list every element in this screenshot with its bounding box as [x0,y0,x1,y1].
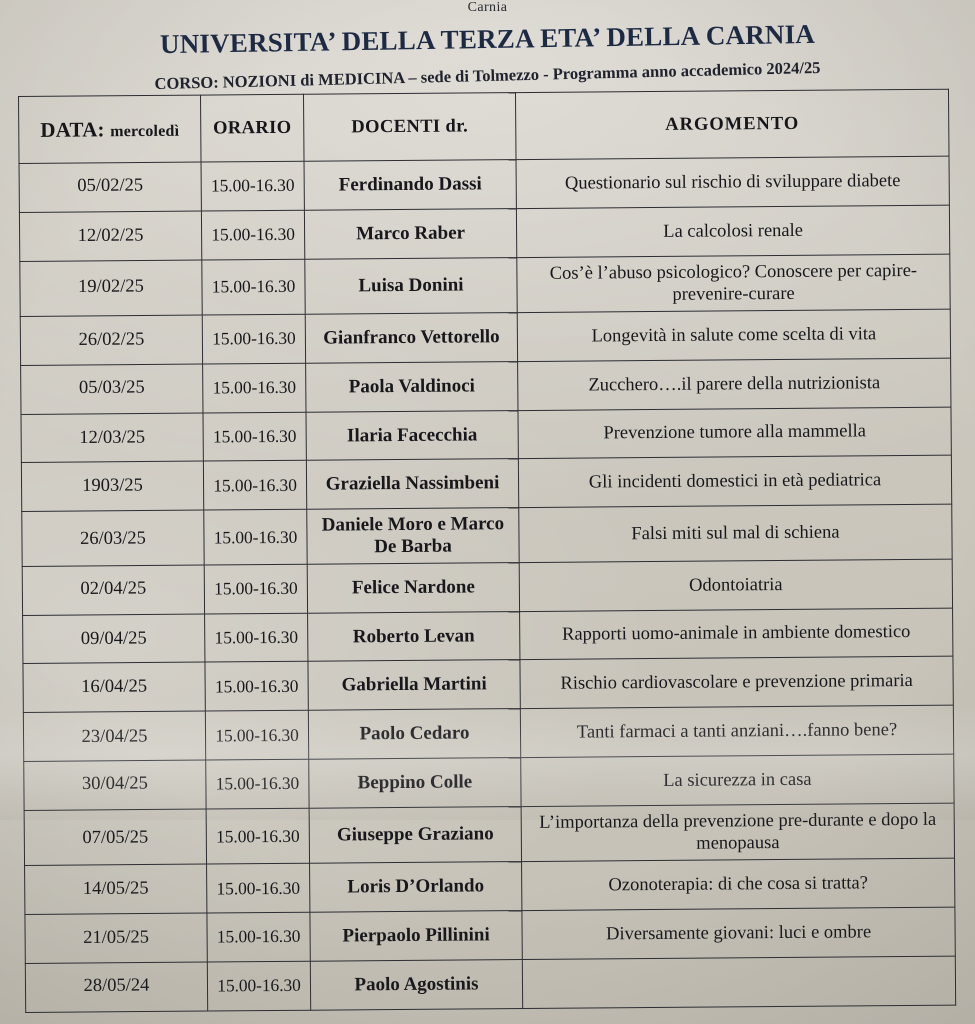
cell-topic: Questionario sul rischio di sviluppare d… [516,156,950,209]
cell-teacher: Paolo Agostinis [310,959,523,1010]
cell-time: 15.00-16.30 [203,509,308,565]
cell-topic: Rischio cardiovascolare e prevenzione pr… [519,656,954,709]
cell-date: 19/02/25 [19,259,203,316]
cell-teacher: Gabriella Martini [307,660,521,711]
table-row: 26/03/25 15.00-16.30 Daniele Moro e Marco … [21,504,953,567]
header-row: DATA: mercoledì ORARIO DOCENTI dr. ARGOM… [18,89,950,164]
table-row: 19/02/25 15.00-16.30 Luisa Donini Cos’è l’a… [19,253,951,317]
column-header-docenti: DOCENTI dr. [303,92,517,162]
cell-topic: Cos’è l’abuso psicologico? Conoscere per… [516,253,951,313]
cell-teacher: Felice Nardone [307,562,520,613]
cell-teacher: Ilaria Facecchia [305,410,519,461]
cell-topic: Falsi miti sul mal di schiena [518,504,953,563]
table-row: 12/02/25 15.00-16.30 Marco Raber La calcolo… [19,204,950,262]
cell-time: 15.00-16.30 [202,314,306,364]
cell-topic: Prevenzione tumore alla mammella [517,406,952,459]
cell-date: 30/04/25 [23,759,207,810]
cell-topic: Tanti farmaci a tanti anziani….fanno ben… [520,705,954,758]
cell-time: 15.00-16.30 [205,759,310,809]
table-row: 28/05/24 15.00-16.30 Paolo Agostinis [25,955,956,1012]
cell-time: 15.00-16.30 [201,161,305,211]
table-row: 21/05/25 15.00-16.30 Pierpaolo Pillinini Di… [24,907,956,964]
cell-time: 15.00-16.30 [205,710,309,761]
schedule-table: DATA: mercoledì ORARIO DOCENTI dr. ARGOM… [18,89,956,1013]
cell-teacher: Paolo Cedaro [308,708,521,760]
table-row: 14/05/25 15.00-16.30 Loris D’Orlando Ozonot… [24,858,955,914]
cell-time: 15.00-16.30 [206,808,310,865]
cell-time: 15.00-16.30 [206,912,311,962]
cell-teacher: Giuseppe Graziano [309,806,522,864]
cell-teacher: Paola Valdinoci [305,361,518,412]
cell-topic: Diversamente giovani: luci e ombre [521,907,956,960]
cell-date: 1903/25 [21,460,204,512]
table-row: 26/02/25 15.00-16.30 Gianfranco Vettorello… [20,309,951,366]
cell-topic: La sicurezza in casa [520,754,955,807]
table-row: 12/03/25 15.00-16.30 Ilaria Facecchia Preve… [21,406,952,464]
cell-time: 15.00-16.30 [207,961,311,1011]
cell-time: 15.00-16.30 [204,661,309,712]
table-header: DATA: mercoledì ORARIO DOCENTI dr. ARGOM… [18,89,950,164]
table-row: 1903/25 15.00-16.30 Graziella Nassimbeni Gl… [21,455,952,512]
cell-teacher: Graziella Nassimbeni [306,458,519,510]
column-header-argomento: ARGOMENTO [515,89,950,160]
cell-time: 15.00-16.30 [201,258,306,316]
cell-time: 15.00-16.30 [201,210,305,260]
cell-date: 23/04/25 [23,711,206,763]
cell-teacher: Roberto Levan [307,611,520,662]
cell-teacher: Loris D’Orlando [309,861,522,913]
table-row: 09/04/25 15.00-16.30 Roberto Levan Rapporti… [22,607,953,665]
cell-teacher: Beppino Colle [308,757,522,809]
column-header-data-sub: mercoledì [110,122,180,140]
cell-time: 15.00-16.30 [203,460,307,511]
cell-date: 16/04/25 [22,661,206,713]
cell-teacher: Marco Raber [304,208,517,259]
cell-teacher: Gianfranco Vettorello [305,312,518,364]
cell-date: 12/03/25 [21,413,204,464]
column-header-data-main: DATA: [40,116,105,142]
cell-time: 15.00-16.30 [202,411,307,462]
table-row: 23/04/25 15.00-16.30 Paolo Cedaro Tanti far… [23,705,954,763]
cell-date: 14/05/25 [24,863,207,914]
cell-time: 15.00-16.30 [206,863,310,914]
cell-teacher: Daniele Moro e Marco De Barba [306,507,520,565]
cell-date: 02/04/25 [22,564,205,615]
cell-date: 05/03/25 [20,363,203,414]
cell-topic: L’importanza della prevenzione pre-duran… [521,802,955,862]
cell-topic [522,955,956,1009]
table-row: 07/05/25 15.00-16.30 Giuseppe Graziano L’im… [24,802,955,867]
table-row: 05/02/25 15.00-16.30 Ferdinando Dassi Quest… [19,156,950,212]
cell-topic: Rapporti uomo-animale in ambiente domest… [519,607,953,661]
cell-date: 07/05/25 [24,809,207,867]
cell-date: 12/02/25 [19,211,202,262]
cell-date: 09/04/25 [22,614,205,665]
cell-teacher: Luisa Donini [304,257,518,315]
cell-topic: Gli incidenti domestici in età pediatric… [518,455,952,508]
cell-date: 26/02/25 [20,315,203,366]
column-header-orario: ORARIO [200,94,305,163]
cell-topic: Zucchero….il parere della nutrizionista [517,357,951,411]
table-row: 16/04/25 15.00-16.30 Gabriella Martini Risc… [22,656,954,713]
schedule-table-wrapper: DATA: mercoledì ORARIO DOCENTI dr. ARGOM… [18,89,956,1013]
cell-topic: Ozonoterapia: di che cosa si tratta? [521,858,955,911]
cell-date: 28/05/24 [25,961,208,1012]
cell-date: 05/02/25 [19,161,202,212]
cell-topic: Longevità in salute come scelta di vita [517,309,951,362]
cell-topic: La calcolosi renale [516,204,950,258]
cell-time: 15.00-16.30 [202,363,306,413]
table-body: 05/02/25 15.00-16.30 Ferdinando Dassi Quest… [19,156,956,1012]
cell-date: 21/05/25 [24,913,208,964]
cell-teacher: Pierpaolo Pillinini [309,910,523,962]
table-row: 05/03/25 15.00-16.30 Paola Valdinoci Zucche… [20,357,951,414]
cell-time: 15.00-16.30 [204,612,308,663]
table-row: 02/04/25 15.00-16.30 Felice Nardone Odontoi… [22,559,953,615]
cell-topic: Odontoiatria [519,559,953,612]
cell-time: 15.00-16.30 [204,564,308,614]
table-row: 30/04/25 15.00-16.30 Beppino Colle La sicur… [23,754,955,810]
cell-date: 26/03/25 [21,510,205,567]
column-header-data: DATA: mercoledì [18,95,202,164]
page-kicker: Carnia [467,0,508,15]
page-title: UNIVERSITA’ DELLA TERZA ETA’ DELLA CARNI… [159,18,816,60]
cell-teacher: Ferdinando Dassi [304,159,517,211]
